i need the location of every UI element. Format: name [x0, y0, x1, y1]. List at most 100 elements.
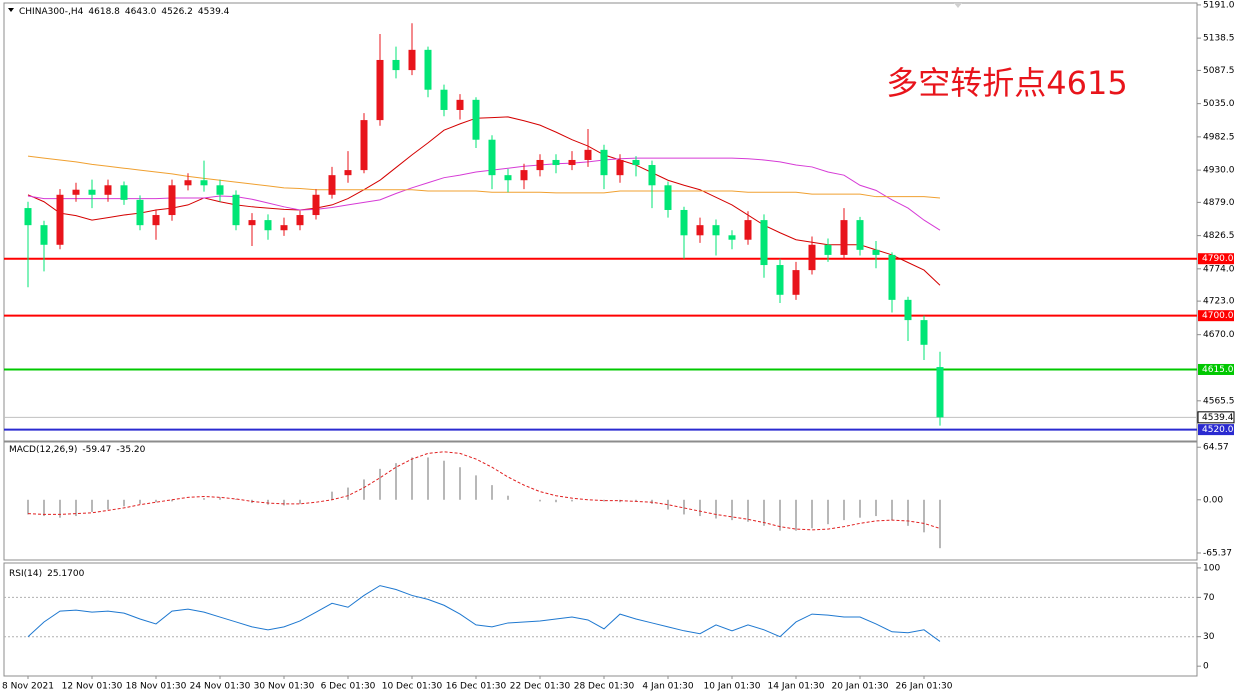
candle-body — [376, 59, 384, 121]
readout-value: 4539.4 — [198, 7, 230, 17]
candle-body — [216, 185, 224, 195]
candle-body — [392, 59, 400, 71]
y-tick-label: 4565.5 — [1203, 396, 1235, 406]
candle-body — [360, 120, 368, 171]
candle-body — [504, 175, 512, 181]
candle-body — [616, 159, 624, 176]
y-tick-label: 0 — [1203, 662, 1209, 672]
indicator-name: RSI(14) — [9, 569, 42, 579]
readout-value: 4526.2 — [161, 7, 193, 17]
rsi-line — [27, 585, 941, 642]
moving-average — [27, 155, 941, 199]
x-tick-label: 20 Jan 01:30 — [832, 682, 889, 692]
candle-body — [40, 225, 48, 245]
readout-value: 4643.0 — [125, 7, 157, 17]
candle-body — [168, 185, 176, 216]
candle-body — [568, 159, 576, 166]
indicator-readout: CHINA300-,H4 4618.8 4643.0 4526.2 4539.4 — [19, 7, 230, 17]
x-tick-label: 18 Nov 01:30 — [126, 682, 187, 692]
candle-body — [808, 244, 816, 271]
candle-body — [232, 194, 240, 226]
candle-body — [888, 254, 896, 300]
candle-body — [136, 199, 144, 226]
candle-body — [184, 180, 192, 186]
candle-body — [776, 265, 784, 295]
x-tick-label: 30 Nov 01:30 — [254, 682, 315, 692]
x-tick-label: 12 Nov 01:30 — [62, 682, 123, 692]
x-tick-label: 10 Jan 01:30 — [704, 682, 761, 692]
y-tick-label: 4723.0 — [1203, 297, 1235, 307]
x-tick-label: 14 Jan 01:30 — [768, 682, 825, 692]
level-tag — [1198, 363, 1234, 375]
candle-body — [664, 185, 672, 210]
current-price-label: 4539.4 — [1202, 413, 1234, 423]
candle-body — [344, 170, 352, 176]
candle-body — [712, 225, 720, 236]
candle-body — [200, 180, 208, 186]
main-panel — [3, 2, 1198, 442]
candle-body — [920, 320, 928, 345]
candle-body — [104, 185, 112, 195]
candle-body — [456, 99, 464, 110]
candle-body — [472, 99, 480, 140]
candle-body — [840, 220, 848, 255]
candle-body — [408, 49, 416, 71]
level-tag — [1198, 424, 1234, 436]
shift-marker — [954, 3, 962, 8]
level-label: 4615.0 — [1202, 365, 1234, 375]
candle-body — [760, 220, 768, 266]
signal-line — [27, 451, 941, 531]
indicator-name: CHINA300-,H4 — [19, 7, 84, 17]
current-price-tag — [1197, 411, 1235, 424]
candle-body — [792, 270, 800, 295]
candle-body — [696, 225, 704, 236]
level-label: 4520.0 — [1202, 425, 1234, 435]
y-tick-label: 4879.0 — [1203, 198, 1235, 208]
candle-body — [680, 209, 688, 236]
level-tag — [1198, 253, 1234, 265]
y-tick-label: 5138.5 — [1203, 34, 1235, 44]
candle-body — [520, 170, 528, 181]
y-tick-label: 4982.5 — [1203, 132, 1235, 142]
candle-body — [296, 215, 304, 226]
candle-body — [648, 165, 656, 186]
y-tick-label: -65.37 — [1203, 548, 1232, 558]
level-label: 4700.0 — [1202, 311, 1234, 321]
x-tick-label: 10 Dec 01:30 — [382, 682, 443, 692]
y-tick-label: 0.00 — [1203, 495, 1223, 505]
y-tick-label: 70 — [1203, 593, 1215, 603]
candle-body — [88, 189, 96, 195]
indicator-name: MACD(12,26,9) — [9, 445, 77, 455]
candle-body — [72, 189, 80, 195]
y-tick-label: 4930.0 — [1203, 166, 1235, 176]
header-arrow — [8, 8, 14, 12]
indicator-readout: MACD(12,26,9) -59.47 -35.20 — [9, 445, 146, 455]
moving-average — [27, 157, 941, 231]
readout-value: -59.47 — [82, 445, 111, 455]
rsi-panel — [3, 562, 1198, 677]
candle-body — [440, 89, 448, 110]
readout-value: 4618.8 — [88, 7, 120, 17]
candle-body — [536, 159, 544, 171]
level-label: 4790.0 — [1202, 254, 1234, 264]
x-tick-label: 26 Jan 01:30 — [896, 682, 953, 692]
candle-body — [248, 220, 256, 226]
candle-body — [152, 215, 160, 226]
candle-body — [56, 194, 64, 245]
y-tick-label: 4826.5 — [1203, 231, 1235, 241]
candle-body — [904, 299, 912, 321]
candle-body — [24, 208, 32, 226]
y-tick-label: 30 — [1203, 632, 1215, 642]
candle-body — [744, 220, 752, 240]
x-tick-label: 6 Dec 01:30 — [321, 682, 376, 692]
candle-body — [328, 175, 336, 195]
y-tick-label: 5035.0 — [1203, 99, 1235, 109]
y-tick-label: 4774.0 — [1203, 264, 1235, 274]
x-tick-label: 22 Dec 01:30 — [510, 682, 571, 692]
annotation: 多空转折点4615 — [886, 64, 1127, 102]
x-tick-label: 8 Nov 2021 — [2, 682, 54, 692]
candle-body — [936, 367, 944, 418]
candle-body — [632, 159, 640, 166]
candle-body — [264, 220, 272, 231]
